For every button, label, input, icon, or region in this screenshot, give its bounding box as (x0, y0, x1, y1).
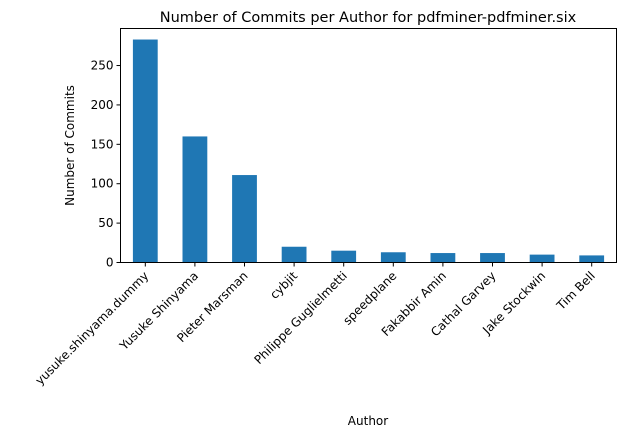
y-tick-label: 250 (91, 59, 114, 73)
x-tick-label: Tim Bell (553, 269, 598, 314)
bar-7 (480, 253, 505, 263)
bar-1 (182, 136, 208, 263)
y-tick-label: 200 (91, 98, 114, 112)
y-axis: 0 50 100 150 200 250 (91, 59, 121, 270)
bar-5 (380, 252, 406, 263)
y-tick-label: 150 (91, 137, 114, 151)
y-tick-label: 50 (98, 216, 113, 230)
bar-6 (430, 253, 456, 263)
chart-title: Number of Commits per Author for pdfmine… (160, 10, 577, 26)
bar-0 (132, 39, 158, 263)
bar-2 (232, 175, 257, 263)
bar-9 (579, 255, 605, 263)
x-tick-label: Philippe Guglielmetti (252, 269, 350, 367)
y-tick-label: 100 (91, 177, 114, 191)
bars-layer (132, 39, 605, 263)
x-axis-label: Author (348, 414, 388, 428)
bar-8 (529, 254, 555, 263)
y-axis-label: Number of Commits (63, 85, 77, 206)
bar-4 (331, 250, 357, 263)
plot-frame (120, 28, 617, 263)
y-tick-label: 0 (106, 256, 114, 270)
x-tick-label: cybjit (267, 269, 300, 302)
bar-3 (281, 246, 307, 263)
